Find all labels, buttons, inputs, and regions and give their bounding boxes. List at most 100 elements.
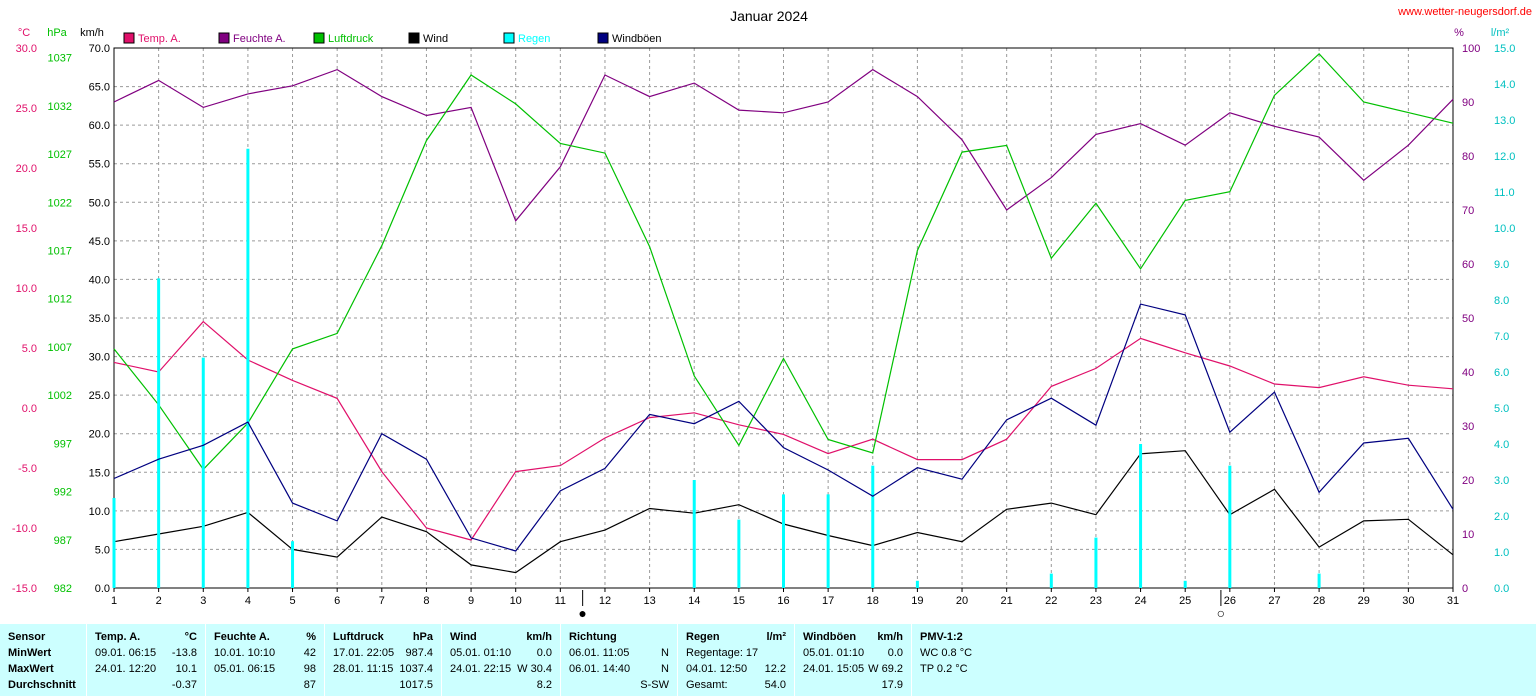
wind-tick-label: 25.0 (89, 390, 110, 402)
x-tick-label: 6 (334, 595, 340, 607)
x-tick-label: 28 (1313, 595, 1325, 607)
row-label: Durchschnitt (0, 677, 86, 693)
pressure-tick-label: 1017 (48, 246, 72, 258)
stats-row: 24.01. 15:05 W 69.2 (795, 661, 911, 677)
legend-label: Feuchte A. (233, 33, 286, 45)
humidity-tick-label: 70 (1462, 205, 1474, 217)
stats-header: Regen l/m² (678, 629, 794, 645)
stats-value: 1017.5 (399, 679, 433, 691)
pressure-tick-label: 1027 (48, 149, 72, 161)
temp-tick-label: 30.0 (16, 43, 37, 55)
wind-tick-label: 60.0 (89, 120, 110, 132)
wind-tick-label: 35.0 (89, 313, 110, 325)
temp-tick-label: 0.0 (22, 403, 37, 415)
stats-value: S-SW (640, 679, 669, 691)
wind-tick-label: 70.0 (89, 43, 110, 55)
stats-row: 24.01. 22:15 W 30.4 (442, 661, 560, 677)
stats-value: 0.0 (887, 647, 903, 659)
wind-tick-label: 5.0 (95, 544, 110, 556)
stats-time: 04.01. 12:50 (686, 663, 748, 675)
pressure-tick-label: 1037 (48, 53, 72, 65)
stats-unit: °C (184, 631, 197, 643)
stats-value: 10.1 (175, 663, 197, 675)
humidity-tick-label: 90 (1462, 97, 1474, 109)
stats-row: 09.01. 06:15 -13.8 (87, 645, 205, 661)
stats-value: 0.0 (536, 647, 552, 659)
stats-title: Luftdruck (333, 631, 384, 643)
rain-tick-label: 5.0 (1494, 403, 1509, 415)
x-tick-label: 1 (111, 595, 117, 607)
rain-tick-label: 0.0 (1494, 583, 1509, 595)
row-labels-column: Sensor MinWert MaxWert Durchschnitt (0, 624, 87, 696)
row-label: Sensor (0, 629, 86, 645)
pressure-tick-label: 1022 (48, 197, 72, 209)
temp-tick-label: -15.0 (12, 583, 37, 595)
x-tick-label: 15 (733, 595, 745, 607)
stats-row: 24.01. 12:20 10.1 (87, 661, 205, 677)
stats-title: Wind (450, 631, 477, 643)
x-tick-label: 29 (1358, 595, 1370, 607)
stats-value: 987.4 (405, 647, 433, 659)
x-tick-label: 26 (1224, 595, 1236, 607)
stats-title: Windböen (803, 631, 857, 643)
row-label-text: MaxWert (8, 663, 54, 675)
temp-tick-label: 5.0 (22, 343, 37, 355)
stats-time: 17.01. 22:05 (333, 647, 395, 659)
stats-value: -13.8 (171, 647, 197, 659)
stats-column-feuchte-a-: Feuchte A.% 10.01. 10:10 42 05.01. 06:15 98 8… (206, 624, 325, 696)
rain-axis-unit: l/m² (1491, 27, 1510, 39)
wind-tick-label: 30.0 (89, 352, 110, 364)
stats-header: Temp. A. °C (87, 629, 205, 645)
stats-time: TP 0.2 °C (920, 663, 968, 675)
rain-tick-label: 13.0 (1494, 115, 1515, 127)
legend-swatch (218, 32, 230, 44)
wind-tick-label: 15.0 (89, 467, 110, 479)
stats-time: 05.01. 01:10 (450, 647, 512, 659)
wind-tick-label: 55.0 (89, 159, 110, 171)
stats-time: 24.01. 15:05 (803, 663, 865, 675)
wind-tick-label: 40.0 (89, 274, 110, 286)
stats-time: Regentage: 17 (686, 647, 759, 659)
rain-tick-label: 1.0 (1494, 547, 1509, 559)
stats-title: Feuchte A. (214, 631, 270, 643)
series-line (113, 320, 1454, 541)
wind-tick-label: 20.0 (89, 429, 110, 441)
stats-time: 09.01. 06:15 (95, 647, 157, 659)
pressure-tick-label: 997 (54, 438, 72, 450)
legend-label: Temp. A. (138, 33, 181, 45)
legend-swatch (123, 32, 135, 44)
pressure-tick-label: 1032 (48, 101, 72, 113)
legend-swatch (503, 32, 515, 44)
stats-row: 10.01. 10:10 42 (206, 645, 324, 661)
x-tick-label: 30 (1402, 595, 1414, 607)
stats-value: 12.2 (764, 663, 786, 675)
stats-row: Gesamt: 54.0 (678, 677, 794, 693)
stats-row (912, 677, 1536, 693)
humidity-axis-unit: % (1454, 27, 1464, 39)
row-label-text: Durchschnitt (8, 679, 76, 691)
chart-title: Januar 2024 (730, 8, 808, 24)
statistics-table: Sensor MinWert MaxWert Durchschnitt Temp. A.… (0, 624, 1536, 696)
temp-tick-label: 25.0 (16, 103, 37, 115)
stats-value: N (661, 647, 669, 659)
site-url[interactable]: www.wetter-neugersdorf.de (1398, 6, 1532, 18)
stats-time: Gesamt: (686, 679, 728, 691)
stats-time: WC 0.8 °C (920, 647, 973, 659)
stats-header: Windböen km/h (795, 629, 911, 645)
rain-tick-label: 11.0 (1494, 187, 1515, 199)
stats-row: TP 0.2 °C (912, 661, 1536, 677)
wind-axis-unit: km/h (80, 27, 104, 39)
x-tick-label: 10 (510, 595, 522, 607)
row-label: MaxWert (0, 661, 86, 677)
stats-value: N (661, 663, 669, 675)
stats-value: W 69.2 (868, 663, 903, 675)
rain-tick-label: 9.0 (1494, 259, 1509, 271)
row-label: MinWert (0, 645, 86, 661)
stats-value: -0.37 (171, 679, 197, 691)
legend-label: Windböen (612, 33, 662, 45)
stats-time: 06.01. 14:40 (569, 663, 631, 675)
rain-tick-label: 7.0 (1494, 331, 1509, 343)
x-tick-label: 22 (1045, 595, 1057, 607)
rain-tick-label: 3.0 (1494, 475, 1509, 487)
